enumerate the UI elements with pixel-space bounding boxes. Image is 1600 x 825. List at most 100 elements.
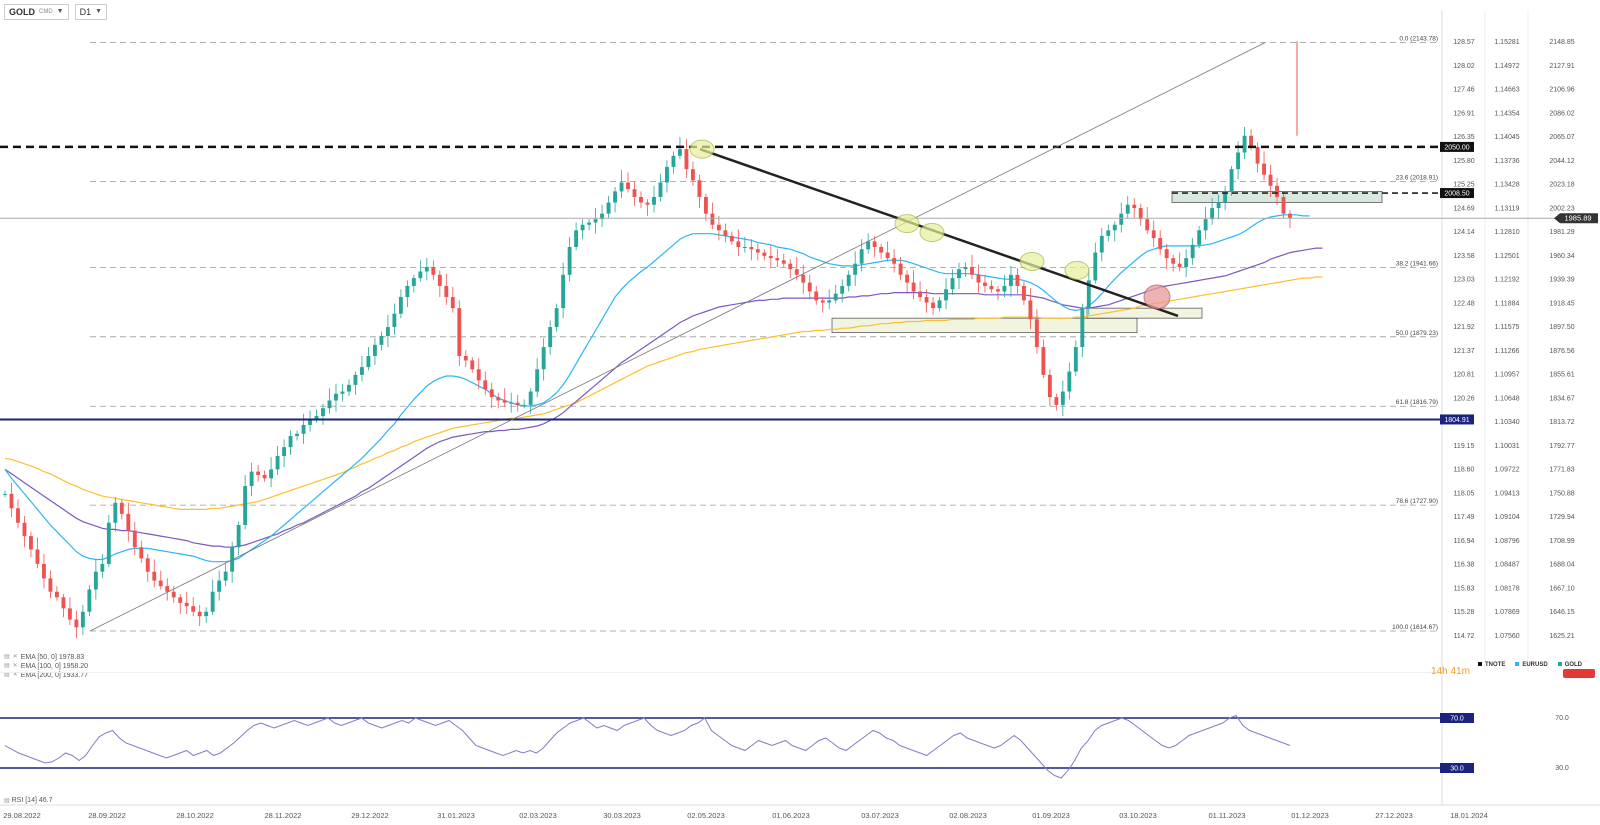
candle bbox=[29, 531, 33, 558]
candle-body bbox=[567, 246, 572, 275]
x-tick-label: 01.09.2023 bbox=[1032, 811, 1070, 820]
candle-body bbox=[866, 241, 871, 250]
candle-body bbox=[398, 297, 403, 314]
candle-body bbox=[1021, 285, 1026, 301]
candle-body bbox=[308, 419, 312, 425]
candle-body bbox=[437, 274, 442, 286]
candle-body bbox=[3, 493, 7, 495]
candle-body bbox=[145, 558, 150, 572]
fib-label-f618: 61.8 (1816.79) bbox=[1396, 399, 1438, 406]
candle bbox=[613, 186, 617, 213]
candle-body bbox=[652, 196, 656, 205]
ema50-line bbox=[4, 214, 1310, 563]
compare-tnote[interactable]: TNOTE bbox=[1478, 662, 1505, 668]
candle bbox=[1268, 164, 1273, 197]
timeframe-selector[interactable]: D1 ▼ bbox=[74, 4, 107, 20]
candle bbox=[353, 371, 358, 395]
candle-body bbox=[1145, 219, 1150, 231]
ema100-legend-row[interactable]: ▤ ✕ EMA [100, 0] 1958.20 bbox=[4, 662, 88, 671]
candle-body bbox=[249, 471, 254, 487]
settings-icon[interactable]: ▤ bbox=[4, 663, 10, 669]
candle bbox=[911, 270, 916, 300]
candle-body bbox=[665, 166, 669, 183]
settings-icon[interactable]: ▤ bbox=[4, 672, 10, 678]
rsi-line bbox=[4, 714, 1291, 779]
candle bbox=[1002, 274, 1007, 298]
candle-body bbox=[1067, 371, 1072, 392]
candle bbox=[833, 284, 838, 304]
candle bbox=[249, 462, 254, 497]
candle-body bbox=[1281, 196, 1286, 214]
candle bbox=[996, 285, 1000, 301]
candle-body bbox=[548, 327, 553, 348]
candle-body bbox=[820, 300, 825, 303]
candle bbox=[892, 249, 897, 273]
candle bbox=[1034, 309, 1039, 354]
eurusd-tick: 1.08487 bbox=[1494, 562, 1519, 569]
candle bbox=[1028, 288, 1033, 330]
candle bbox=[931, 297, 935, 315]
candle bbox=[1125, 195, 1130, 219]
candle-body bbox=[970, 267, 974, 275]
tnote-tick: 128.57 bbox=[1453, 39, 1475, 46]
trend-drawings[interactable] bbox=[0, 42, 1560, 632]
candle bbox=[1067, 362, 1072, 400]
close-icon[interactable]: ✕ bbox=[12, 672, 18, 678]
candle-body bbox=[554, 308, 559, 328]
x-tick-label: 28.11.2022 bbox=[265, 811, 302, 820]
candle-body bbox=[80, 611, 85, 628]
candle bbox=[139, 540, 144, 563]
gold-tick: 1729.94 bbox=[1549, 514, 1574, 521]
compare-eurusd[interactable]: EURUSD bbox=[1515, 662, 1548, 668]
candlesticks bbox=[3, 41, 1298, 639]
candle bbox=[976, 264, 981, 293]
compare-gold[interactable]: GOLD bbox=[1557, 662, 1582, 668]
candle bbox=[840, 279, 845, 303]
close-icon[interactable]: ✕ bbox=[12, 663, 18, 669]
eurusd-tick: 1.09413 bbox=[1494, 490, 1519, 497]
candle-body bbox=[483, 380, 488, 390]
candle-body bbox=[613, 191, 617, 203]
gold-tick: 1813.72 bbox=[1549, 419, 1574, 426]
ema50-legend-row[interactable]: ▤ ✕ EMA [50, 0] 1978.83 bbox=[4, 653, 88, 662]
candle bbox=[1223, 185, 1228, 211]
tnote-tick: 116.94 bbox=[1454, 538, 1475, 545]
ema200-legend-row[interactable]: ▤ ✕ EMA [200, 0] 1933.77 bbox=[4, 671, 88, 680]
rsi-badge-70: 70.0 bbox=[1450, 716, 1464, 723]
candle bbox=[197, 605, 202, 627]
candle bbox=[463, 350, 468, 368]
tnote-tick: 117.49 bbox=[1454, 514, 1475, 521]
candle bbox=[327, 388, 332, 414]
eurusd-tick: 1.14663 bbox=[1494, 87, 1519, 94]
candle-body bbox=[788, 263, 793, 270]
candle bbox=[768, 244, 773, 269]
panel-divider[interactable] bbox=[0, 672, 1442, 673]
tnote-tick: 123.03 bbox=[1453, 277, 1475, 284]
candle-body bbox=[463, 355, 468, 361]
candle-body bbox=[937, 300, 942, 309]
candle-body bbox=[476, 369, 481, 381]
settings-icon[interactable]: ▤ bbox=[4, 654, 10, 660]
candle bbox=[749, 239, 754, 261]
candle-body bbox=[165, 586, 170, 592]
candle bbox=[989, 280, 994, 293]
rsi-legend[interactable]: ▤ RSI [14] 46.7 bbox=[4, 797, 52, 804]
candle bbox=[522, 399, 527, 409]
symbol-selector[interactable]: GOLD CMD ▼ bbox=[4, 4, 69, 20]
candle-body bbox=[632, 189, 637, 197]
x-tick-label: 03.07.2023 bbox=[861, 811, 899, 820]
tnote-tick: 125.80 bbox=[1453, 158, 1475, 165]
candle bbox=[1262, 151, 1266, 181]
candle bbox=[398, 289, 403, 319]
candle bbox=[781, 253, 786, 268]
candle bbox=[1203, 206, 1208, 240]
close-icon[interactable]: ✕ bbox=[12, 654, 18, 660]
gold-tick: 1646.15 bbox=[1549, 609, 1574, 616]
x-tick-label: 31.01.2023 bbox=[437, 811, 475, 820]
candle-body bbox=[178, 597, 183, 603]
gold-tick: 1688.04 bbox=[1549, 562, 1574, 569]
settings-icon[interactable]: ▤ bbox=[4, 798, 10, 804]
candle bbox=[74, 610, 79, 639]
candle bbox=[1281, 191, 1286, 219]
